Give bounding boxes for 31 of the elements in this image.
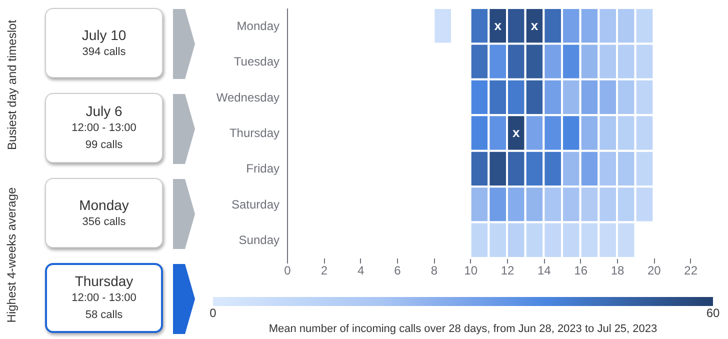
data-label: x [512,125,521,140]
x-tick-label: 2 [320,264,328,278]
category-label: Busiest day and timeslot [5,20,20,150]
x-tick-label: 6 [394,264,402,278]
y-tick-label: Sunday [238,233,280,248]
color-bar-label: 0 [210,306,217,320]
x-tick-label: 12 [500,264,514,278]
x-tick-label: 14 [537,264,552,278]
x-tick-label: 20 [647,264,662,278]
y-tick-label: Monday [236,18,280,33]
y-tick-label: Tuesday [234,54,280,69]
x-tick-label: 22 [684,264,698,278]
color-bar-label: 60 [706,306,720,320]
data-label: x [494,18,502,33]
x-tick-label: 4 [357,264,364,278]
x-tick-label: 16 [574,264,588,278]
text: July 10 394 calls [82,26,126,60]
x-tick-label: 8 [430,264,438,278]
y-tick-label: Thursday [229,126,280,140]
category-label: Highest 4-weeks average [5,187,19,323]
y-tick-label: Friday [246,162,280,176]
x-tick-label: 18 [610,264,624,278]
y-tick-label: Saturday [231,197,280,212]
x-tick-label: 10 [464,264,478,278]
data-label: x [530,18,539,33]
color-bar-title: Mean number of incoming calls over 28 days, from Jun 28, 2023 to Jul 25, 2023 [268,323,658,335]
text: July 6 12:00 - 13:00 99 calls [72,102,136,153]
x-tick-label: 0 [284,264,292,278]
y-tick-label: Wednesday [216,90,280,104]
text: Monday 356 calls [79,196,129,230]
text: Thursday 12:00 - 13:00 58 calls [72,272,136,323]
